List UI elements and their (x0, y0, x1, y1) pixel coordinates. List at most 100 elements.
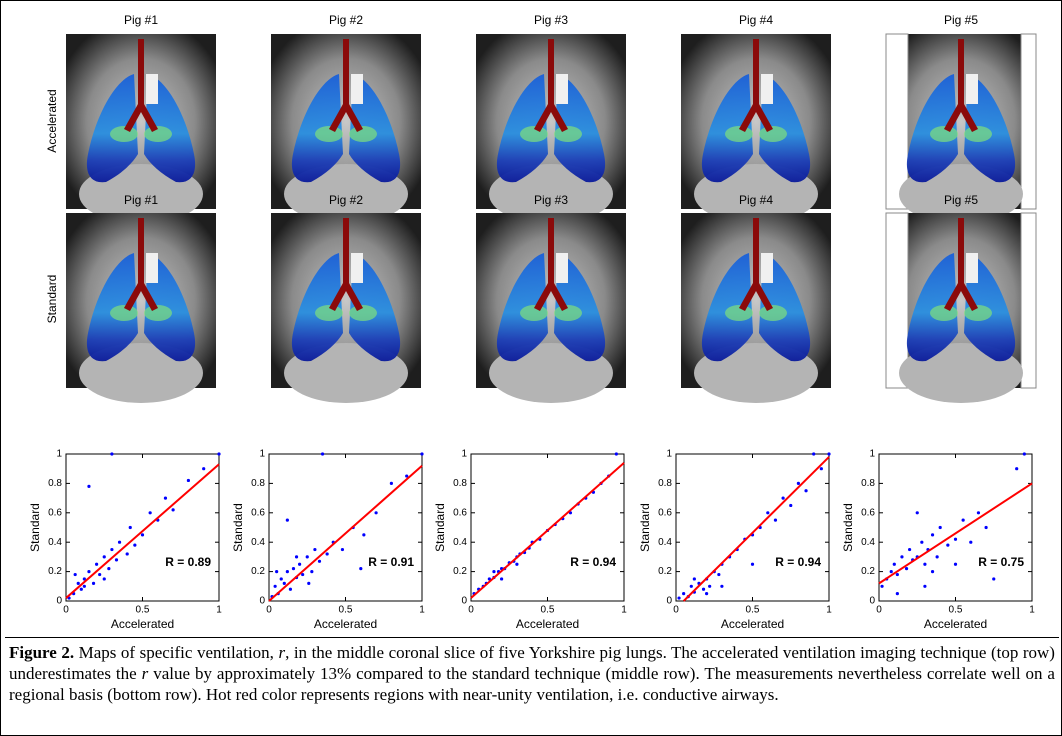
point (953, 537, 958, 541)
caption-symbol: r (278, 643, 286, 662)
blank-margin (1020, 212, 1037, 389)
blank-margin (885, 212, 909, 389)
y-tick-label: 0.4 (658, 537, 672, 548)
point (148, 511, 152, 515)
y-tick-label: 0.6 (453, 507, 467, 518)
y-tick-label: 0.2 (861, 566, 875, 577)
point (82, 577, 86, 581)
left-lung (86, 253, 138, 362)
point (904, 567, 909, 571)
hilum (146, 74, 158, 104)
hot-spot (930, 305, 958, 321)
point (705, 592, 709, 596)
mri-image (66, 213, 216, 403)
point (76, 581, 80, 585)
airway (534, 218, 568, 311)
left-lung (291, 74, 343, 183)
y-axis-label: Standard (28, 503, 42, 552)
y-tick-label: 0.4 (861, 537, 875, 548)
y-tick-label: 1 (666, 449, 672, 460)
x-tick-label: 0 (63, 605, 69, 616)
point (110, 547, 114, 552)
mri-image (885, 212, 1037, 403)
hilum (556, 253, 568, 283)
caption-label: Figure 2. (9, 643, 75, 662)
hot-spot (110, 126, 138, 142)
hilum (966, 253, 978, 283)
point (202, 467, 206, 471)
mri-image (66, 34, 216, 224)
y-tick-label: 0 (461, 596, 467, 607)
point (1022, 452, 1026, 456)
point (389, 481, 393, 485)
point (186, 478, 190, 483)
hot-spot (520, 126, 548, 142)
x-tick-label: 0 (266, 605, 272, 616)
point (701, 587, 706, 591)
row-label: Standard (45, 275, 59, 324)
fit-line (878, 482, 1033, 585)
y-axis-label: Standard (231, 503, 245, 552)
left-lung (701, 253, 753, 362)
panel-title: Pig #2 (329, 13, 363, 27)
mri-image (271, 34, 421, 224)
point (804, 489, 808, 493)
point (298, 562, 302, 566)
point (992, 577, 996, 581)
point (920, 540, 924, 544)
left-lung (496, 253, 548, 362)
y-tick-label: 0 (259, 596, 265, 607)
point (938, 525, 942, 530)
point (288, 587, 293, 591)
airway (944, 39, 978, 132)
hot-spot (930, 126, 958, 142)
point (766, 511, 770, 515)
hot-spot (315, 305, 343, 321)
point (294, 555, 299, 559)
point (923, 584, 927, 588)
hot-spot (964, 305, 992, 321)
point (892, 562, 896, 566)
hilum (351, 253, 363, 283)
point (275, 570, 279, 574)
plot-area (675, 453, 830, 602)
correlation-label: R = 0.94 (775, 555, 821, 569)
x-tick-label: 0 (876, 605, 882, 616)
airway (329, 218, 363, 311)
y-tick-label: 0.8 (251, 478, 265, 489)
plot-area (878, 453, 1033, 602)
y-tick-label: 1 (56, 449, 62, 460)
point (305, 555, 309, 559)
airway (944, 218, 978, 311)
y-tick-label: 0.6 (861, 507, 875, 518)
y-tick-label: 0.8 (453, 478, 467, 489)
point (114, 558, 119, 562)
mri-image (681, 213, 831, 403)
figure: Accelerated Pig #1 Pig #2 Pig #3 Pig #4 Pig #… (28, 13, 1037, 631)
point (953, 562, 958, 566)
point (895, 592, 899, 596)
point (819, 467, 823, 471)
x-tick-label: 0.5 (339, 605, 353, 616)
hot-spot (964, 126, 992, 142)
panel-title: Pig #1 (124, 193, 158, 207)
point (677, 596, 681, 600)
point (79, 587, 83, 591)
hilum (556, 74, 568, 104)
panel-title: Pig #5 (944, 193, 978, 207)
airway (124, 39, 158, 132)
y-tick-label: 0.2 (658, 566, 672, 577)
point (827, 452, 831, 456)
point (317, 559, 322, 563)
point (930, 533, 935, 537)
point (325, 552, 329, 556)
point (720, 584, 724, 588)
hilum (966, 74, 978, 104)
point (291, 567, 296, 571)
x-tick-label: 1 (1029, 605, 1035, 616)
point (717, 572, 721, 577)
point (946, 543, 950, 547)
x-axis-label: Accelerated (516, 617, 579, 631)
point (515, 562, 519, 566)
y-axis-label: Standard (638, 503, 652, 552)
